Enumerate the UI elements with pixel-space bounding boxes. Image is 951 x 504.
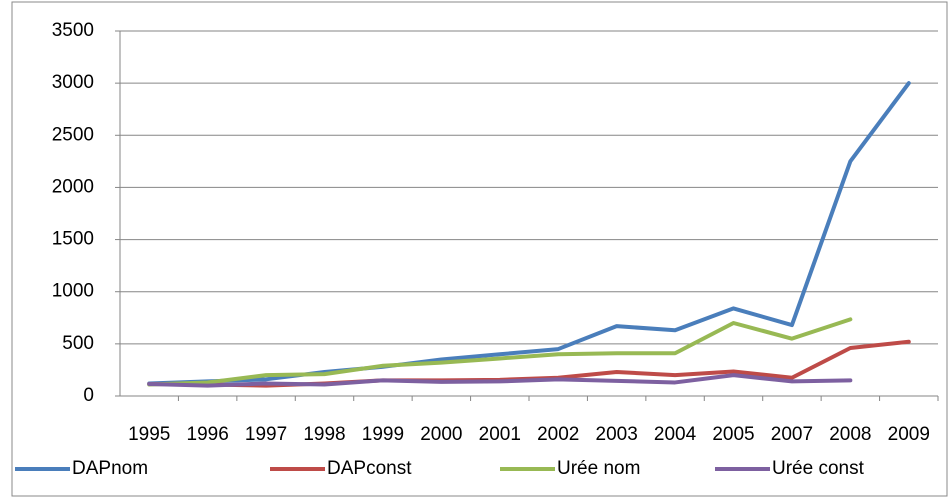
y-tick-label: 1500 <box>52 229 94 250</box>
y-tick-label: 2000 <box>52 176 94 197</box>
x-tick-label: 1997 <box>245 424 287 445</box>
x-tick-label: 1995 <box>128 424 170 445</box>
x-tick-label: 2001 <box>479 424 521 445</box>
x-tick-label: 2002 <box>537 424 579 445</box>
y-tick-label: 2500 <box>52 124 94 145</box>
x-tick-label: 1999 <box>362 424 404 445</box>
x-tick-label: 1998 <box>303 424 345 445</box>
chart-frame <box>11 1 948 497</box>
y-tick-label: 0 <box>83 385 94 406</box>
y-tick-label: 3000 <box>52 72 94 93</box>
x-tick-label: 2004 <box>654 424 697 445</box>
legend-label: Urée nom <box>557 458 640 479</box>
legend-label: Urée const <box>772 458 865 479</box>
x-tick-label: 2008 <box>829 424 871 445</box>
legend-label: DAPnom <box>72 458 148 479</box>
x-tick-label: 2000 <box>420 424 462 445</box>
legend-label: DAPconst <box>327 458 412 479</box>
series-line <box>147 317 853 387</box>
y-tick-label: 1000 <box>52 281 94 302</box>
series-line <box>147 81 911 386</box>
x-tick-label: 2003 <box>596 424 638 445</box>
x-tick-label: 2005 <box>712 424 754 445</box>
x-tick-label: 2009 <box>888 424 930 445</box>
series-line <box>147 373 853 388</box>
y-tick-label: 3500 <box>52 20 94 41</box>
x-tick-label: 2007 <box>771 424 813 445</box>
y-tick-label: 500 <box>62 333 94 354</box>
x-tick-label: 1996 <box>187 424 229 445</box>
